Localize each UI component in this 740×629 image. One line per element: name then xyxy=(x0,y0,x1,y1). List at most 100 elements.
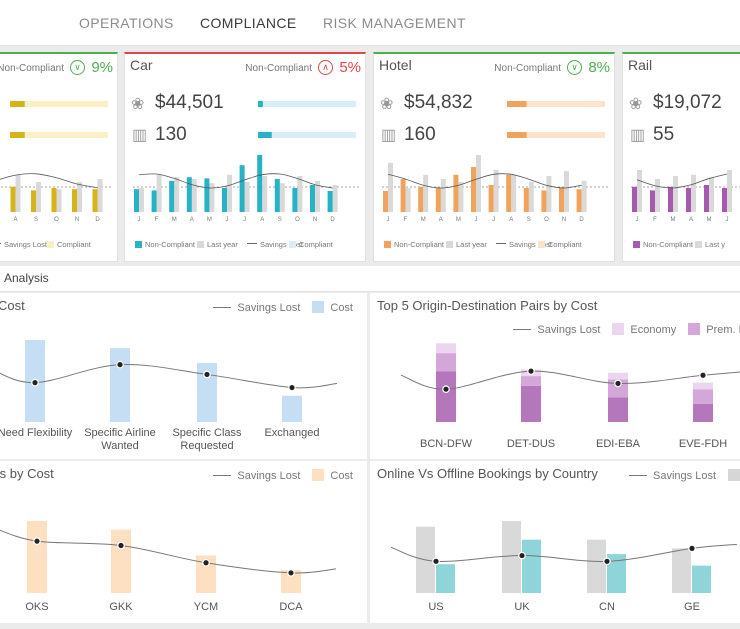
offline-bar[interactable] xyxy=(672,548,691,593)
online-bar[interactable] xyxy=(692,565,711,593)
savings-lost-point[interactable] xyxy=(202,558,210,567)
savings-lost-point[interactable] xyxy=(287,569,295,577)
stacked-bar-segment[interactable] xyxy=(436,353,456,372)
savings-lost-point[interactable] xyxy=(33,537,41,545)
card-rail[interactable]: Rail ❀ $19,072 ▥ 55 J F M A M J Non-Compliant Last y xyxy=(622,52,740,262)
online-bar[interactable] xyxy=(436,564,455,593)
savings-lost-point[interactable] xyxy=(442,385,450,394)
last-year-bar[interactable] xyxy=(673,176,678,212)
non-compliant-bar[interactable] xyxy=(310,185,315,212)
non-compliant-bar[interactable] xyxy=(274,179,280,212)
non-compliant-bar[interactable] xyxy=(506,174,512,212)
last-year-bar[interactable] xyxy=(227,174,232,212)
last-year-bar[interactable] xyxy=(191,179,197,212)
stacked-bar-segment[interactable] xyxy=(608,372,628,380)
non-compliant-bar[interactable] xyxy=(292,188,298,212)
last-year-bar[interactable] xyxy=(458,182,464,212)
savings-lost-point[interactable] xyxy=(117,541,125,550)
last-year-bar[interactable] xyxy=(546,176,552,212)
last-year-bar[interactable] xyxy=(209,183,215,212)
last-year-bar[interactable] xyxy=(727,170,732,212)
offline-bar[interactable] xyxy=(587,539,606,593)
savings-lost-point[interactable] xyxy=(518,551,526,560)
last-year-bar[interactable] xyxy=(174,177,180,212)
card-hotel[interactable]: Hotel Non-Compliant ∨ 8% ❀ $54,832 ▥ 160 J F M A M J J… xyxy=(373,52,615,262)
stacked-bar-segment[interactable] xyxy=(436,343,456,354)
non-compliant-bar[interactable] xyxy=(686,188,691,212)
non-compliant-bar[interactable] xyxy=(327,191,333,212)
last-year-bar[interactable] xyxy=(564,171,569,212)
last-year-bar[interactable] xyxy=(279,183,285,212)
stacked-bar-segment[interactable] xyxy=(521,385,541,422)
last-year-bar[interactable] xyxy=(332,185,338,212)
savings-lost-point[interactable] xyxy=(699,371,707,380)
non-compliant-bar[interactable] xyxy=(668,186,673,212)
non-compliant-bar[interactable] xyxy=(722,188,727,212)
last-year-bar[interactable] xyxy=(77,182,82,212)
non-compliant-bar[interactable] xyxy=(453,174,459,212)
non-compliant-bar[interactable] xyxy=(222,188,227,212)
last-year-bar[interactable] xyxy=(56,189,62,212)
non-compliant-bar[interactable] xyxy=(72,189,77,212)
non-compliant-bar[interactable] xyxy=(418,186,424,212)
last-year-bar[interactable] xyxy=(511,174,517,212)
savings-lost-point[interactable] xyxy=(203,370,211,379)
non-compliant-bar[interactable] xyxy=(650,190,655,212)
savings-lost-point[interactable] xyxy=(116,360,124,369)
last-year-bar[interactable] xyxy=(581,180,587,212)
online-bar[interactable] xyxy=(522,539,541,593)
last-year-bar[interactable] xyxy=(405,188,411,212)
non-compliant-bar[interactable] xyxy=(488,185,494,212)
savings-lost-point[interactable] xyxy=(603,557,611,566)
non-compliant-bar[interactable] xyxy=(632,186,637,212)
non-compliant-bar[interactable] xyxy=(400,179,406,212)
last-year-bar[interactable] xyxy=(36,182,41,212)
savings-lost-point[interactable] xyxy=(688,544,696,553)
non-compliant-bar[interactable] xyxy=(10,186,16,212)
last-year-bar[interactable] xyxy=(691,174,696,212)
cost-bar[interactable] xyxy=(197,362,217,422)
non-compliant-bar[interactable] xyxy=(151,190,157,212)
last-year-bar[interactable] xyxy=(655,179,660,212)
non-compliant-bar[interactable] xyxy=(435,188,441,212)
non-compliant-bar[interactable] xyxy=(51,188,57,212)
non-compliant-bar[interactable] xyxy=(257,155,263,212)
last-year-bar[interactable] xyxy=(709,177,714,212)
last-year-bar[interactable] xyxy=(97,179,103,212)
savings-lost-point[interactable] xyxy=(31,378,39,387)
savings-lost-point[interactable] xyxy=(432,557,440,566)
cost-bar[interactable] xyxy=(27,521,47,593)
non-compliant-bar[interactable] xyxy=(186,177,192,212)
tab-risk-management[interactable]: RISK MANAGEMENT xyxy=(323,15,466,31)
cost-bar[interactable] xyxy=(281,569,301,593)
tab-compliance[interactable]: COMPLIANCE xyxy=(200,15,297,31)
last-year-bar[interactable] xyxy=(262,176,268,212)
last-year-bar[interactable] xyxy=(637,170,642,212)
last-year-bar[interactable] xyxy=(528,182,534,212)
card-air[interactable]: Non-Compliant∨9%❀▥JASONDSavings LostComp… xyxy=(0,52,118,262)
cost-bar[interactable] xyxy=(282,395,302,422)
stacked-bar-segment[interactable] xyxy=(521,376,541,386)
savings-lost-point[interactable] xyxy=(527,367,535,375)
last-year-bar[interactable] xyxy=(156,174,162,212)
non-compliant-bar[interactable] xyxy=(576,189,582,212)
stacked-bar-segment[interactable] xyxy=(693,389,713,404)
stacked-bar-segment[interactable] xyxy=(693,403,713,422)
non-compliant-bar[interactable] xyxy=(523,188,529,212)
last-year-bar[interactable] xyxy=(476,155,481,212)
tab-operations[interactable]: OPERATIONS xyxy=(79,15,174,31)
last-year-bar[interactable] xyxy=(440,179,446,212)
online-bar[interactable] xyxy=(607,554,626,593)
non-compliant-bar[interactable] xyxy=(31,190,36,212)
last-year-bar[interactable] xyxy=(297,176,303,212)
stacked-bar-segment[interactable] xyxy=(436,371,456,422)
last-year-bar[interactable] xyxy=(15,174,21,212)
non-compliant-bar[interactable] xyxy=(134,189,139,212)
offline-bar[interactable] xyxy=(502,521,521,593)
non-compliant-bar[interactable] xyxy=(204,178,210,212)
last-year-bar[interactable] xyxy=(388,162,393,212)
savings-lost-point[interactable] xyxy=(614,379,622,388)
non-compliant-bar[interactable] xyxy=(92,189,98,212)
non-compliant-bar[interactable] xyxy=(471,167,476,212)
non-compliant-bar[interactable] xyxy=(541,190,547,212)
